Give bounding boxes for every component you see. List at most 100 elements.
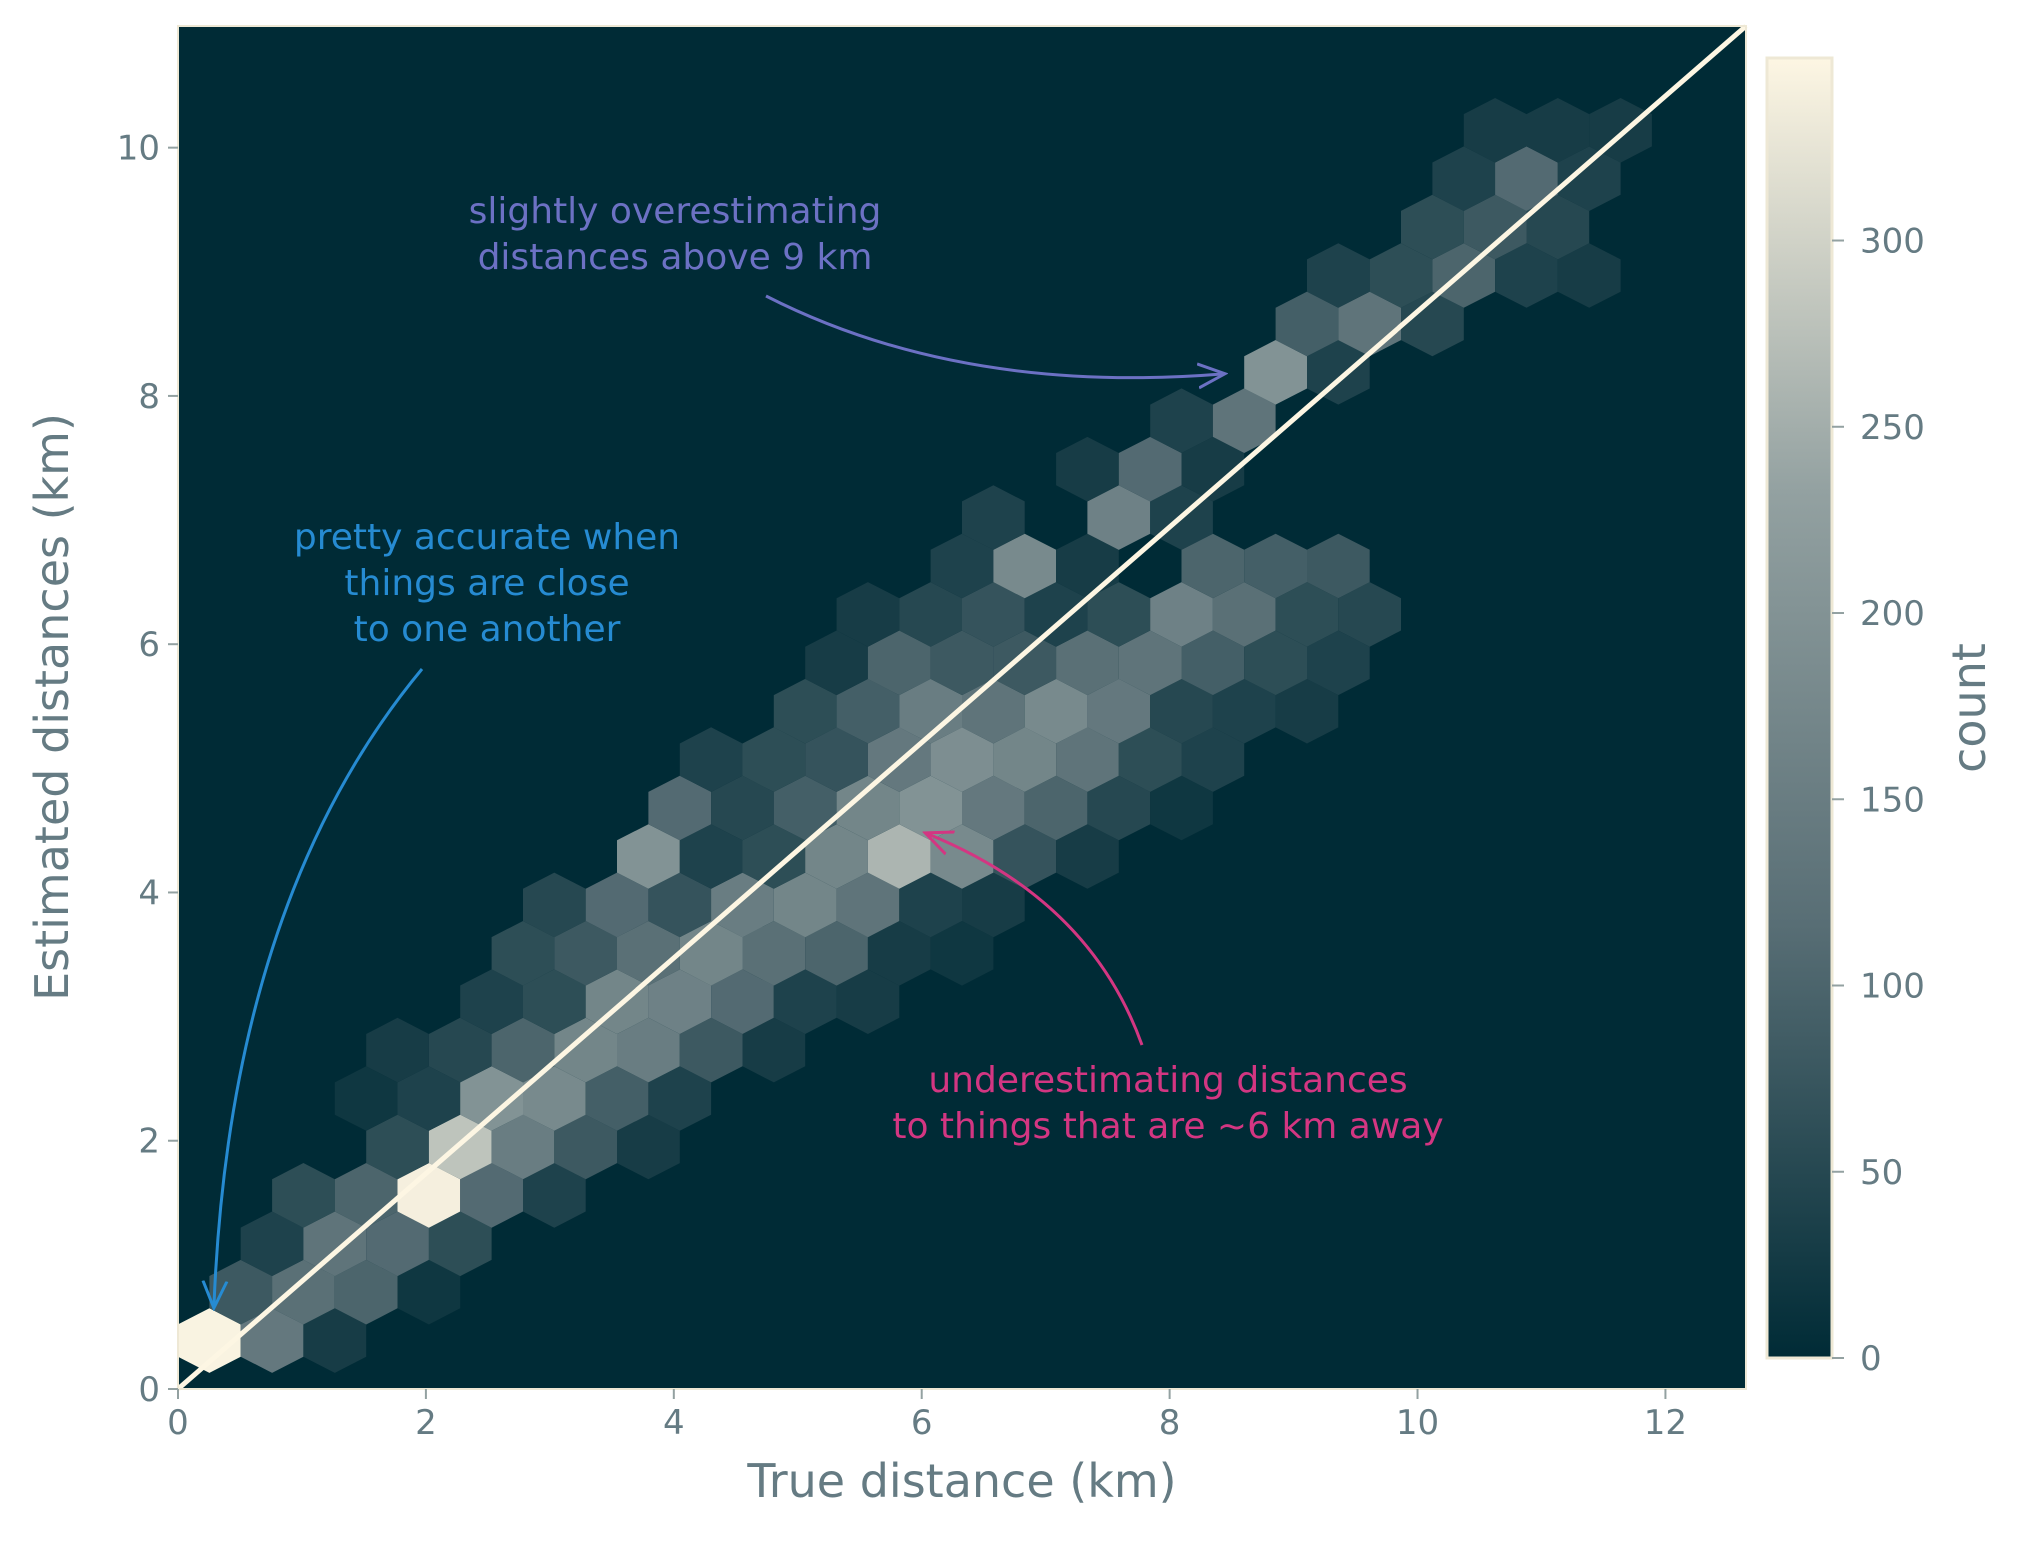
hex-bin (1432, 146, 1496, 211)
hex-layer (178, 98, 1652, 1373)
annotation-text: underestimating distances (928, 1060, 1407, 1101)
hex-bin (585, 872, 649, 938)
hex-bin (1150, 582, 1213, 647)
hex-bin (554, 1114, 617, 1180)
hex-bin (773, 678, 837, 744)
hex-bin (962, 872, 1025, 938)
hex-bin (1056, 436, 1119, 502)
y-tick-label: 4 (138, 873, 160, 913)
colorbar-tick-label: 100 (1860, 967, 1925, 1007)
hex-bin (805, 630, 868, 696)
hex-bin (303, 1211, 367, 1277)
hex-bin (617, 1114, 680, 1180)
hex-bin (366, 1017, 429, 1083)
hex-bin (899, 678, 962, 744)
hex-bin (679, 824, 743, 889)
x-tick-label: 10 (1396, 1403, 1439, 1443)
hex-bin (962, 582, 1025, 647)
hex-bin (773, 969, 837, 1034)
hex-bin (993, 533, 1057, 599)
hex-bin (1526, 194, 1590, 260)
annotation-arrow (214, 668, 424, 1305)
y-axis-label: Estimated distances (km) (25, 413, 79, 1001)
hex-bin (836, 969, 900, 1034)
hex-bin (711, 775, 774, 841)
hex-bin (648, 775, 712, 841)
colorbar-tick-label: 200 (1860, 594, 1925, 634)
annotation-arrow (765, 294, 1222, 378)
colorbar-label: count (1942, 643, 1996, 773)
hex-bin (460, 1066, 523, 1131)
hex-bin (1118, 436, 1182, 502)
hex-bin (1087, 678, 1151, 744)
colorbar-tick-label: 0 (1860, 1339, 1882, 1379)
hex-bin (742, 1017, 806, 1083)
hex-bin (993, 824, 1057, 889)
y-tick-label: 2 (138, 1122, 160, 1162)
hex-bin (899, 582, 962, 647)
y-tick-label: 8 (138, 377, 160, 417)
hex-bin (554, 921, 617, 986)
x-tick-label: 8 (1159, 1403, 1181, 1443)
reference-line (176, 24, 1748, 1391)
hex-bin (272, 1259, 335, 1325)
hex-bin (460, 1163, 523, 1228)
hex-bin (1212, 678, 1276, 744)
hex-bin (1056, 727, 1119, 792)
hex-bin (648, 872, 712, 938)
hex-bin (1557, 243, 1621, 308)
hex-bin (272, 1163, 335, 1228)
hex-bin (1495, 243, 1558, 308)
annotation-text: slightly overestimating (469, 191, 882, 232)
colorbar (1765, 56, 1834, 1360)
hex-bin (617, 1017, 680, 1083)
x-tick-label: 6 (911, 1403, 933, 1443)
hex-bin (1495, 146, 1558, 211)
hex-bin (1463, 194, 1527, 260)
hex-bin (178, 1308, 241, 1373)
hex-bin (648, 969, 712, 1034)
hex-bin (1307, 533, 1370, 599)
hex-bin (1087, 775, 1151, 841)
colorbar-tick-label: 50 (1860, 1153, 1903, 1193)
hex-bin (742, 921, 806, 986)
hex-bin (1150, 678, 1213, 744)
hex-bin (428, 1017, 492, 1083)
hex-bin (1056, 630, 1119, 696)
hex-bin (1056, 824, 1119, 889)
hex-bin (1401, 194, 1464, 260)
annotation-text: distances above 9 km (478, 237, 873, 278)
hex-bin (1275, 291, 1339, 357)
hex-bin (1024, 775, 1088, 841)
hex-bin (397, 1066, 461, 1131)
hex-bin (742, 824, 806, 889)
hex-bin (836, 872, 900, 938)
hex-bin (930, 921, 994, 986)
hex-bin (836, 678, 900, 744)
hex-bin (711, 872, 774, 938)
hex-bin (1087, 485, 1151, 550)
hex-bin (1244, 340, 1307, 405)
hex-bin (742, 727, 806, 792)
annotation-text: pretty accurate when (294, 517, 680, 558)
x-tick-label: 4 (663, 1403, 685, 1443)
hex-bin (1307, 243, 1370, 308)
hex-bin (491, 921, 555, 986)
hex-bin (993, 727, 1057, 792)
hex-bin (1369, 243, 1433, 308)
hex-bin (428, 1211, 492, 1277)
hex-bin (648, 1066, 712, 1131)
hex-bin (1181, 436, 1245, 502)
hex-bin (1244, 533, 1307, 599)
x-tick-label: 12 (1644, 1403, 1687, 1443)
hex-bin (460, 969, 523, 1034)
hex-bin (930, 727, 994, 792)
x-tick-label: 0 (167, 1403, 189, 1443)
hex-bin (836, 582, 900, 647)
hex-bin (523, 872, 586, 938)
annotation-arrow (928, 834, 1144, 1046)
hex-bin (805, 921, 868, 986)
hex-bin (1087, 582, 1151, 647)
hex-bin (1024, 678, 1088, 744)
hex-bin (1401, 291, 1464, 357)
